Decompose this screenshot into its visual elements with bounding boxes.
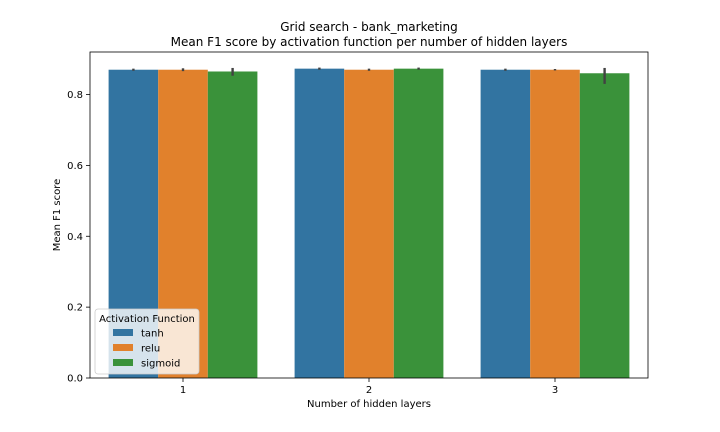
legend-swatch-sigmoid — [113, 359, 133, 366]
y-tick-label: 0.2 — [67, 303, 83, 314]
chart-title: Grid search - bank_marketing — [280, 20, 458, 34]
x-tick-label: 3 — [552, 385, 558, 396]
chart-subtitle: Mean F1 score by activation function per… — [171, 35, 568, 49]
legend-swatch-relu — [113, 344, 133, 351]
legend-label-relu: relu — [141, 344, 160, 355]
y-axis-label: Mean F1 score — [52, 179, 63, 252]
y-tick-label: 0.6 — [67, 161, 83, 172]
y-axis: 0.0 0.2 0.4 0.6 0.8 — [67, 90, 90, 385]
bar-sigmoid-1 — [207, 71, 258, 378]
x-tick-label: 2 — [366, 385, 372, 396]
y-tick-label: 0.8 — [67, 90, 83, 101]
bars-group — [108, 68, 630, 379]
legend-label-tanh: tanh — [141, 329, 164, 340]
legend: Activation Function tanh relu sigmoid — [94, 308, 200, 375]
bar-relu-3 — [530, 69, 580, 378]
y-tick-label: 0.0 — [67, 374, 83, 385]
bar-tanh-2 — [294, 68, 345, 378]
y-tick-label: 0.4 — [67, 232, 83, 243]
error-bars-group — [132, 67, 606, 84]
bar-sigmoid-3 — [579, 73, 630, 379]
bar-relu-2 — [344, 69, 394, 378]
bar-sigmoid-2 — [393, 68, 444, 378]
x-axis: 1 2 3 — [180, 378, 558, 396]
x-tick-label: 1 — [180, 385, 186, 396]
legend-box — [94, 308, 200, 375]
legend-title: Activation Function — [99, 314, 195, 325]
legend-swatch-tanh — [113, 329, 133, 336]
bar-tanh-3 — [480, 69, 531, 378]
legend-label-sigmoid: sigmoid — [141, 359, 180, 370]
x-axis-label: Number of hidden layers — [307, 399, 431, 410]
